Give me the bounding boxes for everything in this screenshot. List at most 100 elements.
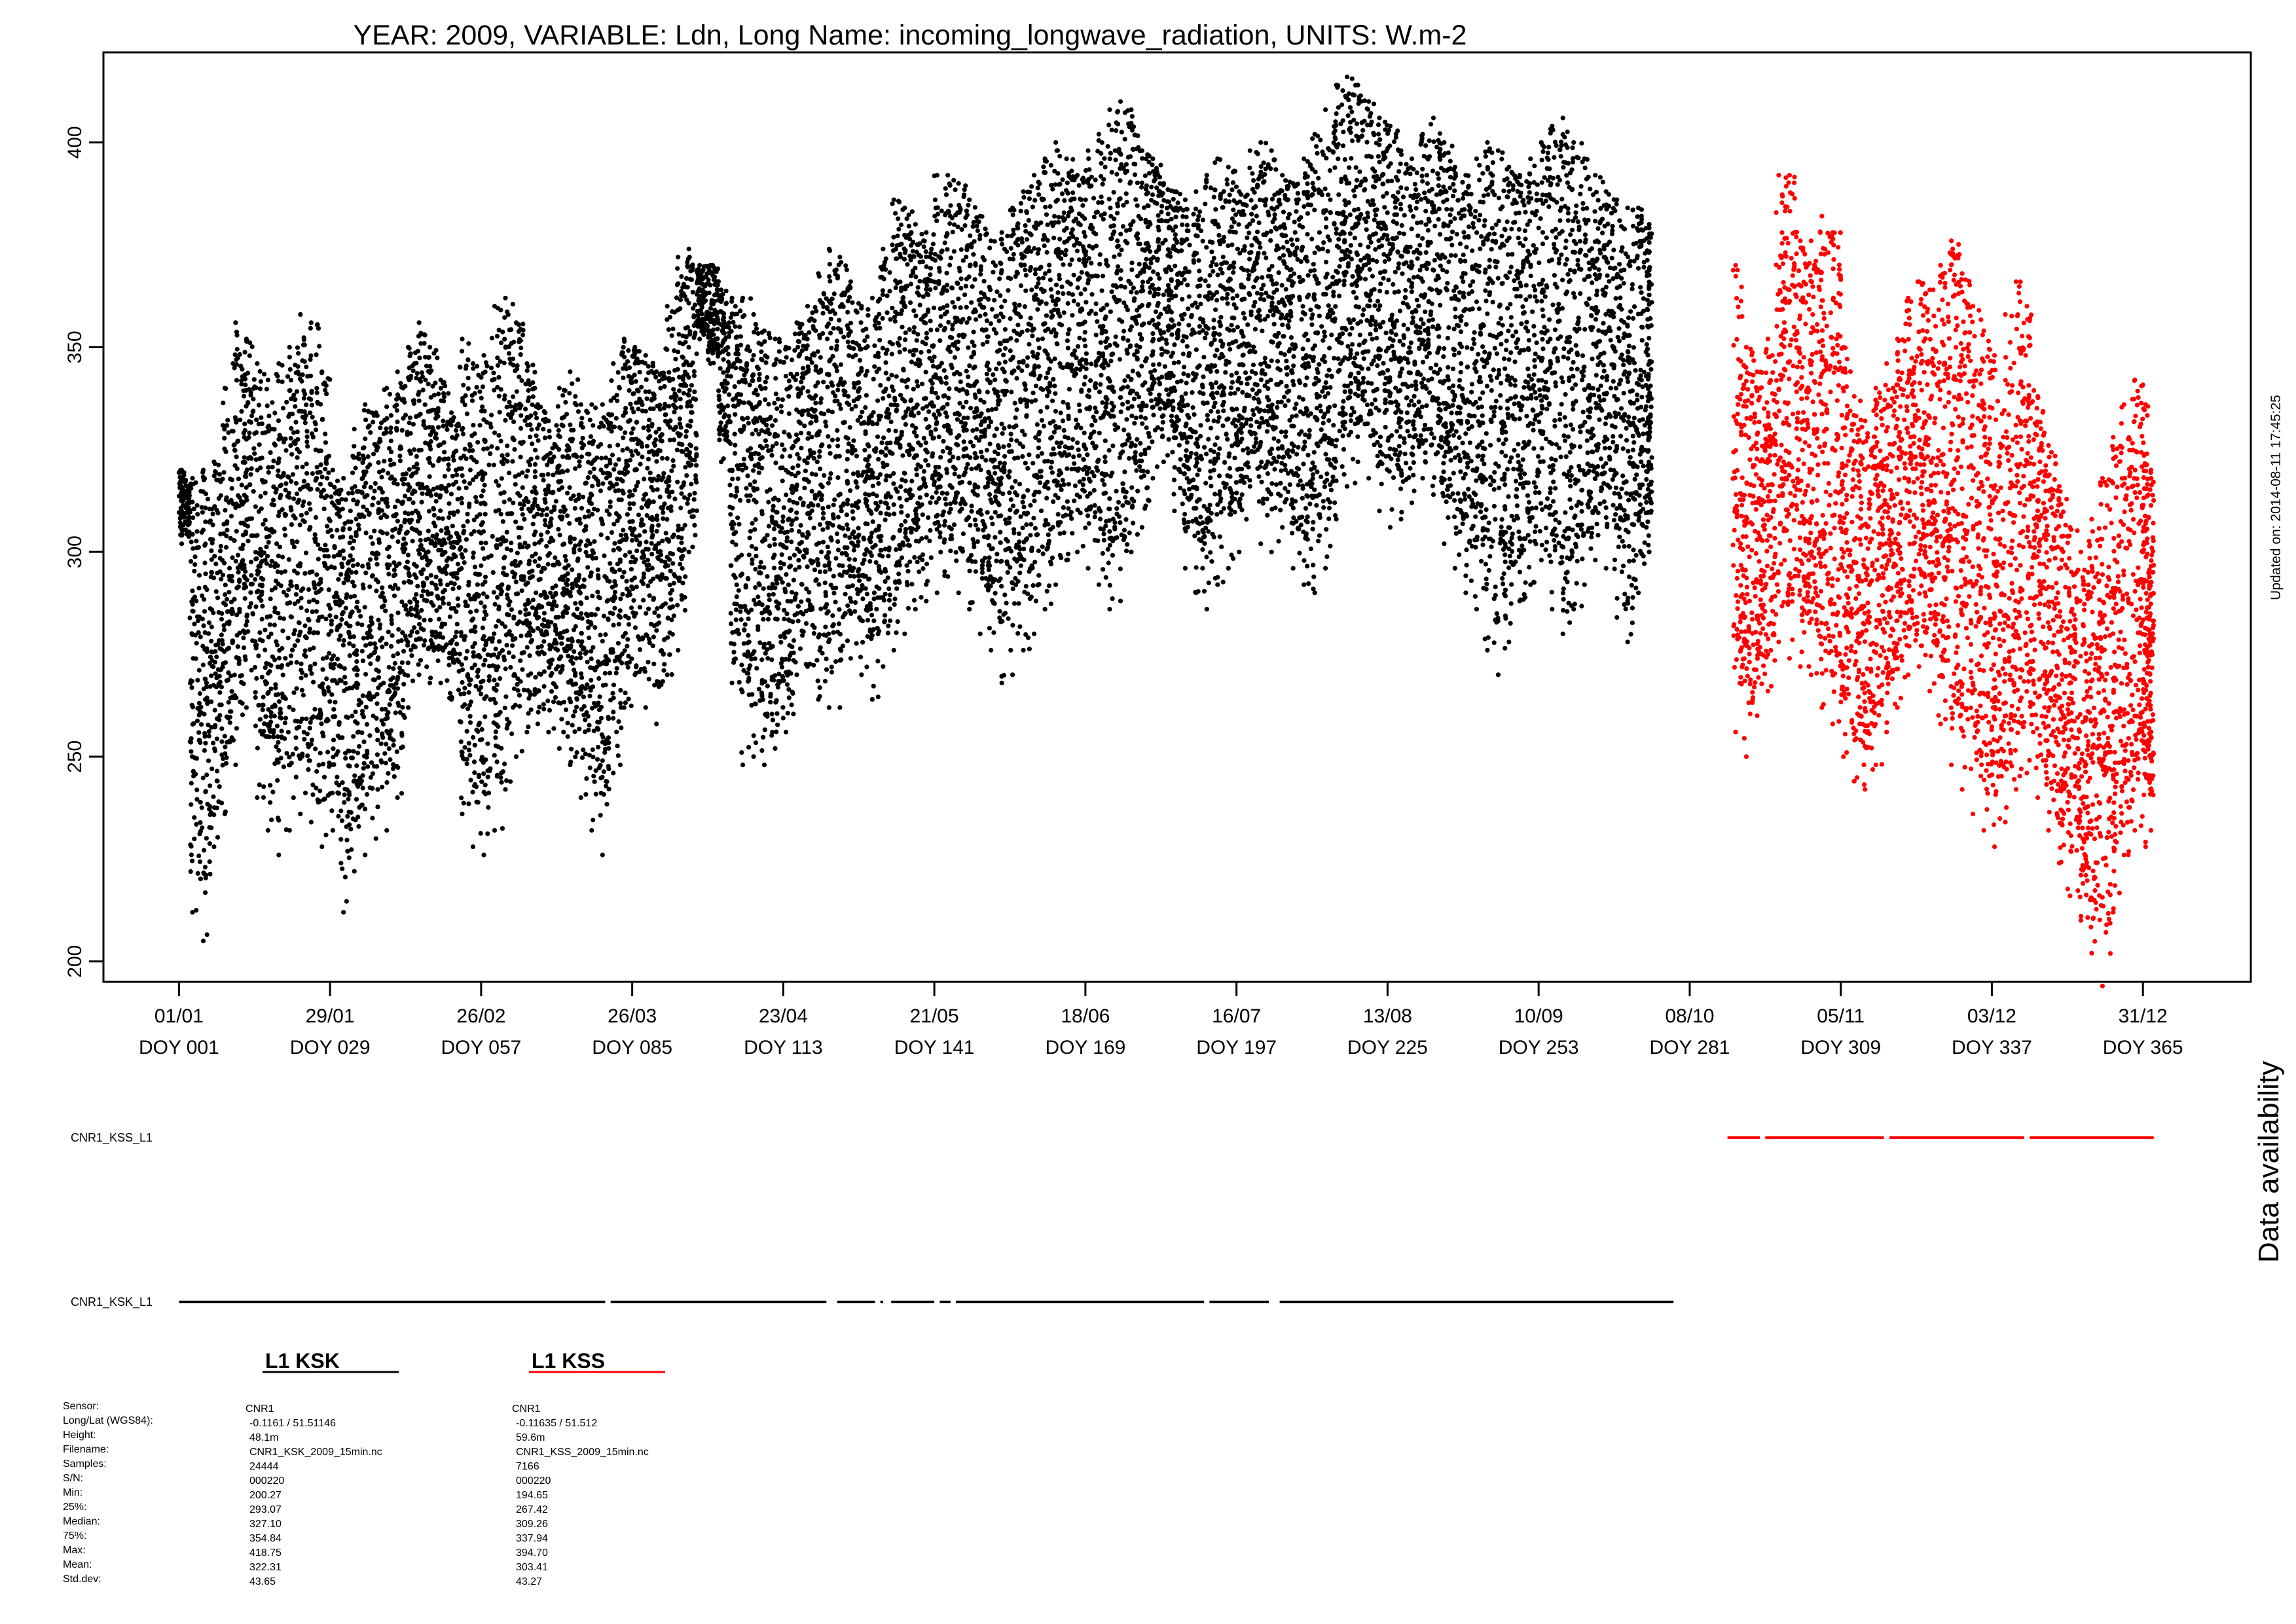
data-point [293, 746, 299, 751]
data-point [721, 370, 726, 375]
data-point [405, 482, 411, 487]
data-point [388, 462, 393, 468]
data-point [507, 629, 512, 634]
data-point [355, 814, 361, 820]
data-point [191, 546, 196, 551]
data-point [217, 472, 222, 477]
data-point [210, 511, 215, 516]
data-point [533, 529, 538, 535]
data-point [604, 508, 610, 514]
data-point [613, 670, 619, 676]
data-point [321, 692, 327, 697]
data-point [187, 496, 192, 501]
data-point [448, 580, 454, 586]
data-point [511, 686, 517, 691]
data-point [289, 478, 294, 484]
data-point [240, 542, 246, 548]
data-point [694, 480, 699, 485]
data-point [340, 548, 346, 554]
data-point [522, 516, 527, 522]
data-point [268, 450, 273, 456]
data-point [280, 672, 285, 677]
data-point [433, 499, 439, 504]
data-point [638, 461, 643, 467]
data-point [375, 444, 380, 450]
data-point [571, 612, 576, 617]
data-point [674, 393, 679, 399]
data-point [233, 762, 238, 768]
data-point [342, 792, 347, 797]
data-point [584, 595, 589, 601]
data-point [318, 715, 323, 721]
data-point [669, 588, 675, 593]
data-point [678, 397, 683, 402]
data-point [276, 740, 281, 745]
data-point [694, 352, 699, 357]
data-point [340, 611, 345, 617]
data-point [446, 501, 452, 506]
data-point [554, 423, 559, 428]
data-point [518, 560, 523, 565]
data-point [685, 501, 690, 506]
data-point [220, 572, 226, 577]
data-point [503, 538, 509, 543]
data-point [304, 413, 309, 418]
data-point [670, 561, 676, 566]
data-point [679, 555, 684, 560]
data-point [303, 550, 309, 556]
data-point [409, 629, 414, 634]
data-point [558, 478, 564, 484]
data-point [623, 465, 629, 470]
data-point [632, 488, 638, 493]
data-point [360, 659, 366, 664]
data-point [384, 426, 389, 431]
data-point [266, 470, 271, 475]
data-point [255, 533, 260, 538]
data-point [671, 571, 676, 577]
data-point [649, 551, 655, 557]
data-point [553, 555, 558, 560]
data-point [625, 643, 630, 649]
data-point [266, 634, 271, 640]
data-point [438, 508, 443, 513]
data-point [617, 608, 623, 613]
data-point [376, 500, 381, 505]
data-point [720, 327, 725, 333]
data-point [728, 374, 733, 379]
data-point [490, 533, 495, 539]
data-point [583, 527, 589, 533]
data-point [501, 490, 507, 495]
data-point [733, 442, 738, 448]
data-point [449, 410, 454, 416]
data-point [192, 562, 198, 568]
data-point [631, 501, 636, 507]
data-point [265, 827, 270, 833]
data-point [611, 522, 617, 527]
data-point [187, 530, 192, 535]
data-point [630, 353, 635, 359]
data-point [244, 474, 249, 479]
data-point [294, 389, 300, 394]
data-point [346, 809, 352, 814]
data-point [420, 388, 426, 393]
data-point [263, 734, 268, 739]
data-point [675, 479, 680, 484]
data-point [428, 573, 433, 578]
data-point [253, 577, 258, 582]
data-point [437, 631, 443, 636]
data-point [600, 774, 605, 780]
data-point [189, 802, 194, 807]
data-point [587, 753, 592, 758]
data-point [390, 633, 395, 638]
data-point [527, 653, 532, 659]
data-point [228, 497, 234, 503]
data-point [231, 538, 237, 543]
data-point [217, 702, 223, 708]
data-point [211, 805, 217, 810]
data-point [706, 277, 711, 283]
data-point [490, 570, 496, 575]
data-point [465, 672, 471, 677]
data-point [219, 739, 225, 744]
data-point [386, 731, 391, 736]
data-point [289, 452, 295, 457]
